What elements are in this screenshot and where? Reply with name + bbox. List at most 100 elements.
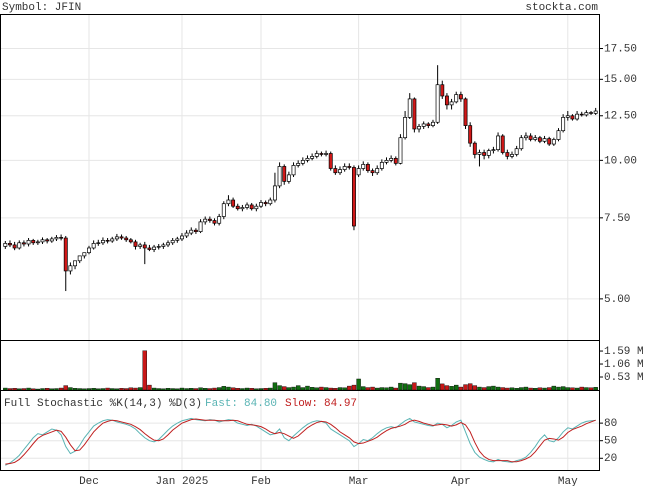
candle-body bbox=[35, 241, 40, 244]
volume-bar bbox=[402, 383, 408, 391]
volume-bar bbox=[463, 384, 468, 391]
candle-body bbox=[161, 244, 166, 247]
volume-bar bbox=[440, 383, 445, 391]
x-tick-label: Jan 2025 bbox=[156, 476, 209, 486]
volume-bar bbox=[277, 385, 282, 391]
candle-body bbox=[449, 101, 454, 106]
candle-body bbox=[347, 166, 352, 168]
volume-bar bbox=[379, 387, 385, 391]
candle-body bbox=[426, 123, 431, 126]
candle-body bbox=[156, 246, 161, 248]
candle-body bbox=[468, 125, 473, 144]
candle-body bbox=[477, 152, 482, 155]
candle-body bbox=[184, 232, 189, 237]
candle-body bbox=[417, 126, 421, 130]
volume-bar bbox=[444, 385, 450, 391]
source: stockta.com bbox=[525, 2, 598, 14]
candle-body bbox=[328, 153, 333, 169]
candle-body bbox=[240, 207, 245, 210]
volume-bar bbox=[184, 388, 189, 391]
candle-body bbox=[319, 153, 324, 155]
candle-body bbox=[175, 238, 180, 241]
candle-body bbox=[314, 153, 319, 157]
chart-title: Symbol: JFIN bbox=[2, 2, 81, 14]
volume-bar bbox=[435, 378, 440, 391]
volume-bar bbox=[337, 387, 343, 391]
candle-body bbox=[277, 166, 282, 187]
volume-bar bbox=[133, 387, 138, 391]
volume-bar bbox=[374, 387, 380, 391]
volume-bar bbox=[416, 385, 422, 391]
candle-body bbox=[342, 166, 347, 170]
candle-body bbox=[514, 148, 519, 155]
volume-bar bbox=[342, 387, 347, 391]
volume-bar bbox=[356, 378, 361, 391]
volume-bar bbox=[91, 388, 96, 391]
volume-bar bbox=[17, 388, 22, 391]
candle-body bbox=[291, 165, 296, 176]
candle-body bbox=[59, 237, 64, 239]
volume-bar bbox=[370, 386, 375, 391]
volume-bar bbox=[546, 387, 552, 391]
candle-body bbox=[523, 135, 528, 139]
candle-body bbox=[96, 242, 101, 244]
candle-body bbox=[384, 160, 389, 163]
volume-bar bbox=[235, 388, 240, 391]
volume-bar bbox=[505, 387, 510, 391]
candle-body bbox=[356, 168, 361, 176]
candle-body bbox=[49, 238, 54, 242]
candle-body bbox=[166, 242, 170, 246]
y-tick-label: 12.50 bbox=[604, 111, 637, 123]
candle-body bbox=[500, 135, 505, 153]
volume-bar bbox=[44, 388, 50, 391]
volume-bar bbox=[96, 388, 101, 391]
volume-bar bbox=[361, 386, 366, 391]
volume-bar bbox=[481, 387, 487, 391]
volume-bar bbox=[100, 388, 106, 391]
candle-body bbox=[221, 203, 226, 217]
volume-bar bbox=[593, 387, 598, 391]
candle-body bbox=[259, 202, 263, 207]
volume-bar bbox=[305, 385, 310, 391]
volume-bar bbox=[454, 384, 459, 391]
volume-bar bbox=[300, 387, 306, 391]
candle-body bbox=[138, 244, 143, 247]
candle-body bbox=[110, 238, 115, 242]
volume-bar bbox=[35, 388, 41, 391]
volume-bar bbox=[542, 387, 547, 391]
volume-bar bbox=[351, 384, 357, 391]
y-tick-label: 15.00 bbox=[604, 74, 637, 86]
volume-bar bbox=[58, 387, 64, 391]
candle-body bbox=[300, 160, 305, 164]
volume-bar bbox=[574, 387, 580, 391]
volume-bar bbox=[240, 388, 245, 391]
volume-bar bbox=[426, 387, 431, 391]
volume-bar bbox=[286, 387, 292, 391]
candle-body bbox=[435, 84, 440, 123]
candle-body bbox=[40, 239, 45, 243]
candle-body bbox=[575, 113, 580, 120]
candle-body bbox=[352, 167, 356, 227]
candle-body bbox=[268, 199, 273, 205]
y-tick-label: 5.00 bbox=[604, 294, 630, 306]
volume-bar bbox=[49, 388, 55, 391]
candle-body bbox=[579, 113, 584, 116]
candle-body bbox=[152, 246, 157, 250]
x-tick-label: Apr bbox=[451, 476, 471, 486]
candle-body bbox=[31, 240, 36, 244]
candle-body bbox=[3, 243, 8, 247]
candle-body bbox=[45, 239, 50, 242]
volume-bar bbox=[458, 386, 464, 391]
candle-body bbox=[393, 158, 398, 164]
volume-bar bbox=[189, 388, 194, 391]
candle-body bbox=[444, 95, 449, 106]
volume-bar bbox=[398, 382, 403, 391]
volume-bar bbox=[221, 386, 227, 391]
candle-body bbox=[305, 158, 310, 161]
volume-bar bbox=[258, 388, 264, 391]
candle-body bbox=[542, 138, 547, 142]
candle-body bbox=[496, 135, 501, 151]
volume-bar bbox=[142, 350, 147, 391]
volume-bar bbox=[226, 386, 231, 391]
volume-bar bbox=[54, 388, 59, 391]
